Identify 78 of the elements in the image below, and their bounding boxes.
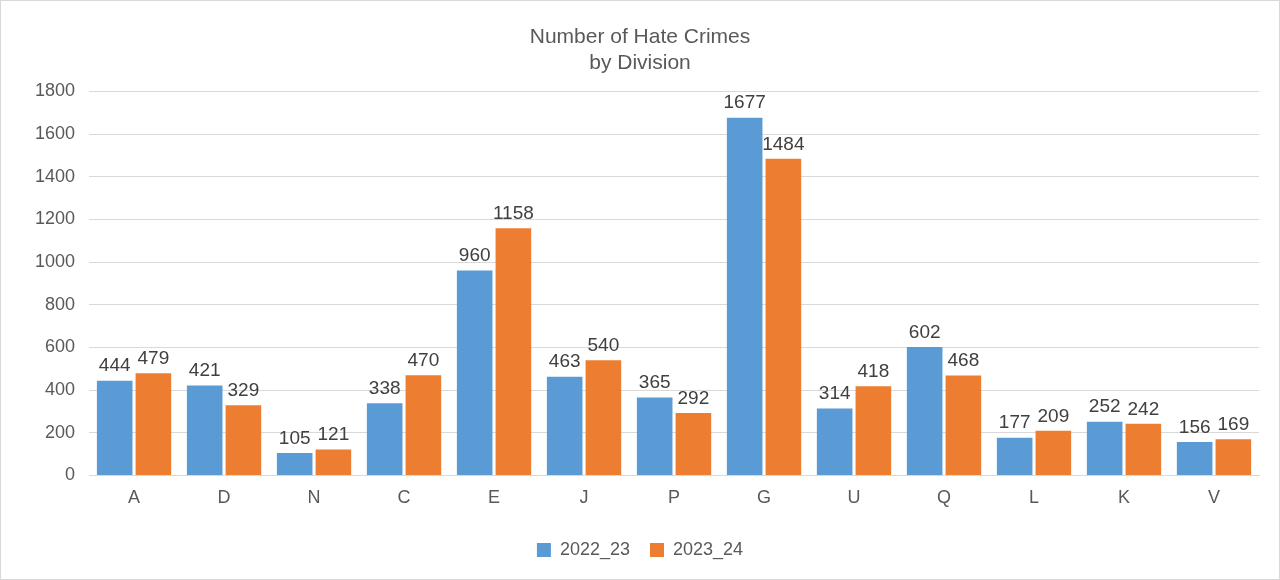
bar (276, 453, 313, 475)
data-label: 156 (1178, 415, 1211, 437)
x-tick-label: K (1118, 487, 1131, 508)
bar (585, 360, 622, 475)
bar (366, 403, 403, 475)
legend-label: 2023_24 (673, 538, 744, 560)
bar (456, 270, 493, 475)
x-tick-label: G (757, 487, 772, 508)
data-label: 1158 (492, 202, 534, 224)
bar (855, 386, 892, 475)
bar (726, 117, 763, 475)
bar (765, 158, 802, 475)
bar (225, 405, 262, 475)
chart-title: Number of Hate Crimes by Division (529, 24, 751, 73)
bar (996, 437, 1033, 475)
data-label: 329 (227, 378, 260, 400)
x-tick-label: A (128, 487, 141, 508)
bar (906, 346, 943, 475)
bar (405, 375, 442, 475)
x-tick-label: J (579, 487, 589, 508)
x-tick-label: P (668, 487, 681, 508)
data-label: 960 (458, 244, 491, 266)
y-tick-label: 1600 (35, 123, 76, 144)
bar (1125, 423, 1162, 475)
y-tick-label: 1000 (35, 251, 76, 272)
x-tick-label: L (1029, 487, 1040, 508)
data-label: 1677 (723, 91, 766, 113)
data-label: 177 (998, 411, 1031, 433)
data-label: 169 (1217, 413, 1250, 435)
y-tick-label: 200 (45, 421, 76, 442)
bar (315, 449, 352, 475)
y-tick-label: 1400 (35, 165, 76, 186)
x-tick-label: C (397, 487, 411, 508)
x-tick-label: N (307, 487, 321, 508)
y-tick-label: 800 (45, 293, 76, 314)
bar (96, 380, 133, 475)
y-tick-label: 1200 (35, 208, 76, 229)
x-tick-label: Q (937, 487, 952, 508)
bar (1215, 439, 1252, 475)
y-tick-label: 1800 (35, 80, 76, 101)
bar (816, 408, 853, 475)
bar (636, 397, 673, 475)
data-label: 468 (947, 349, 980, 371)
bar (186, 385, 223, 475)
y-tick-label: 400 (45, 379, 76, 400)
x-tick-label: U (847, 487, 861, 508)
data-label: 1484 (762, 132, 805, 154)
data-label: 314 (818, 382, 851, 404)
x-tick-label: V (1207, 487, 1221, 508)
y-tick-label: 600 (45, 336, 76, 357)
data-label: 602 (908, 320, 941, 342)
x-tick-label: E (488, 487, 501, 508)
data-label: 463 (548, 350, 581, 372)
bar (546, 376, 583, 475)
data-label: 470 (407, 348, 440, 370)
legend-label: 2022_23 (559, 538, 630, 560)
bar (945, 375, 982, 475)
data-label: 444 (98, 354, 131, 376)
data-label: 479 (137, 346, 170, 368)
data-label: 121 (317, 423, 350, 445)
data-label: 292 (677, 386, 710, 408)
data-label: 421 (188, 359, 221, 381)
data-label: 338 (368, 377, 401, 399)
data-label: 252 (1088, 395, 1121, 417)
bar (675, 413, 712, 475)
x-tick-label: D (217, 487, 231, 508)
bar (1176, 442, 1213, 475)
data-label: 105 (278, 426, 311, 448)
bar (135, 373, 172, 475)
bar (1035, 430, 1072, 475)
data-label: 242 (1127, 397, 1160, 419)
bar (495, 228, 532, 475)
data-label: 418 (857, 359, 890, 381)
data-label: 540 (587, 333, 620, 355)
bar (1086, 421, 1123, 475)
data-label: 365 (638, 371, 671, 393)
y-tick-label: 0 (65, 464, 76, 485)
data-label: 209 (1037, 404, 1070, 426)
